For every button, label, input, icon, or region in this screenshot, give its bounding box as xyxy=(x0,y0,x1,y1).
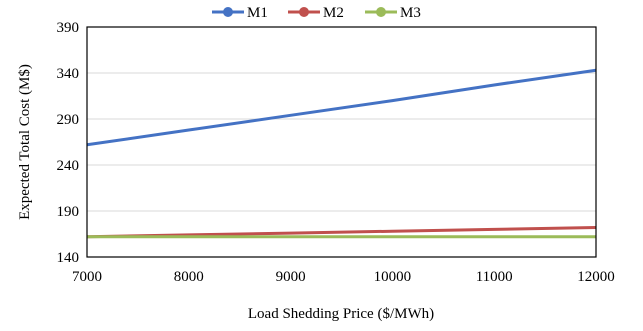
legend-marker-m2 xyxy=(299,7,309,17)
legend-label-m3: M3 xyxy=(400,5,421,21)
y-tick-label: 140 xyxy=(57,250,80,266)
y-axis-title: Expected Total Cost (M$) xyxy=(17,64,33,220)
x-tick-label: 10000 xyxy=(374,269,412,285)
x-tick-labels: 7000 8000 9000 10000 11000 12000 xyxy=(72,269,615,285)
y-tick-label: 240 xyxy=(57,158,80,174)
gridlines xyxy=(87,26,596,212)
x-axis-title: Load Shedding Price ($/MWh) xyxy=(248,306,434,322)
x-tick-label: 11000 xyxy=(476,269,513,285)
x-tick-label: 8000 xyxy=(174,269,204,285)
legend-marker-m3 xyxy=(376,7,386,17)
series-line-m2 xyxy=(86,226,597,239)
legend-label-m2: M2 xyxy=(323,5,344,21)
y-tick-label: 390 xyxy=(57,20,80,36)
series-line-m1 xyxy=(86,68,597,147)
y-tick-label: 190 xyxy=(57,204,80,220)
legend-marker-m1 xyxy=(223,7,233,17)
y-tick-labels: 140 190 240 290 340 390 xyxy=(57,20,80,266)
legend-label-m1: M1 xyxy=(247,5,268,21)
y-tick-label: 340 xyxy=(57,66,80,82)
series-lines xyxy=(86,68,597,239)
y-tick-label: 290 xyxy=(57,112,80,128)
legend: M1 M2 M3 xyxy=(212,5,421,21)
x-tick-label: 12000 xyxy=(577,269,615,285)
x-tick-label: 7000 xyxy=(72,269,102,285)
x-tick-label: 9000 xyxy=(276,269,306,285)
plot-frame xyxy=(86,26,597,258)
